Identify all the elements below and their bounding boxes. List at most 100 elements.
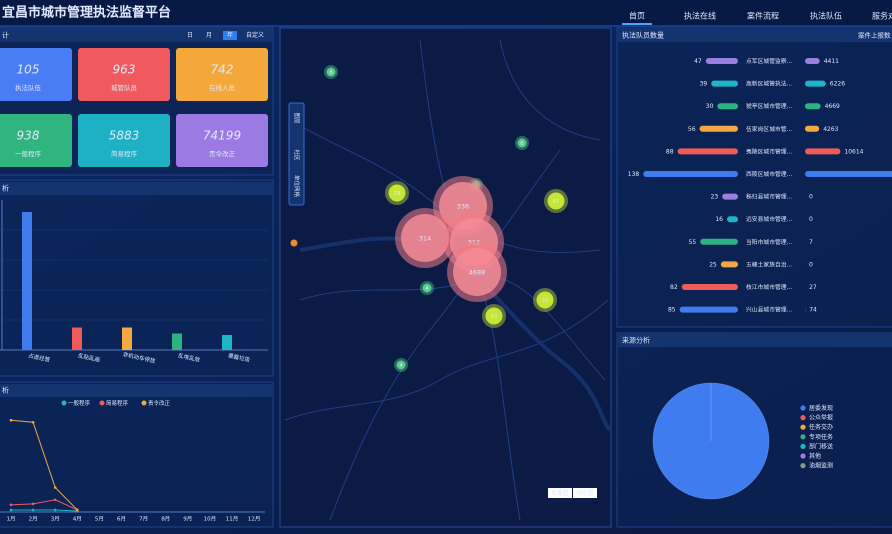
- road: [329, 149, 561, 521]
- stat-label: 简易程序: [111, 149, 138, 158]
- map-panel: [279, 27, 612, 528]
- bar-left: [705, 58, 738, 64]
- value-label: 30: [706, 103, 714, 110]
- bar-left: [677, 148, 738, 155]
- point: [9, 418, 13, 422]
- legend-label: 任务交办: [809, 423, 833, 431]
- stat-label: 责令改正: [209, 149, 236, 158]
- x-tick-label: 3月: [51, 516, 60, 523]
- category-label: 枝江市城市管理...: [746, 283, 792, 291]
- stat-label: 城管队员: [111, 83, 138, 92]
- stat-value: 938: [17, 129, 40, 143]
- x-tick-label: 2月: [29, 516, 38, 523]
- legend-label: 部门移送: [809, 442, 833, 450]
- cluster-label: 336: [457, 203, 469, 211]
- value-label: 16: [715, 216, 723, 223]
- nav-tab[interactable]: 执法在线: [684, 11, 716, 21]
- x-tick-label: 12月: [248, 516, 261, 523]
- x-tick-label: 5月: [95, 516, 104, 523]
- map-button[interactable]: [548, 488, 572, 498]
- map-toolbar-item[interactable]: 社区: [293, 149, 301, 161]
- cluster[interactable]: [517, 138, 527, 148]
- line-series: [10, 499, 78, 511]
- x-tick-label: 4月: [73, 516, 82, 523]
- value-label: 4669: [825, 103, 840, 110]
- bar-right: [805, 80, 826, 87]
- legend-label: 责令改正: [148, 399, 171, 407]
- map-button-label[interactable]: 地形图: [577, 489, 594, 497]
- category-label: 兴山县城市管理...: [746, 306, 792, 314]
- stat-value: 105: [17, 63, 40, 77]
- stat-card: [176, 48, 268, 101]
- nav-tab[interactable]: 案件流程: [747, 11, 779, 21]
- category-label: 点军区城管监察...: [746, 57, 792, 65]
- value-label: 27: [809, 284, 817, 291]
- map-button[interactable]: [573, 488, 597, 498]
- cluster[interactable]: [485, 307, 503, 325]
- value-label: 88: [666, 148, 674, 155]
- point: [31, 420, 35, 424]
- line-series: [11, 509, 78, 512]
- cluster[interactable]: [422, 283, 432, 293]
- point: [9, 508, 13, 512]
- cluster-label: 63: [491, 314, 498, 320]
- panel-title: 执法队员数量: [622, 31, 664, 40]
- legend-label: 专项任务: [809, 433, 833, 441]
- cluster[interactable]: [396, 360, 406, 370]
- filter-button[interactable]: 自定义: [246, 31, 264, 39]
- bar: [222, 335, 232, 350]
- bar-left: [700, 238, 738, 245]
- cluster-label: 97: [553, 199, 560, 205]
- panel-title: 析: [2, 184, 9, 193]
- cluster[interactable]: [453, 248, 501, 296]
- stat-label: 在线人员: [209, 83, 236, 92]
- category-label: 秭归县城市管理...: [746, 193, 792, 201]
- value-label: 4411: [824, 58, 839, 65]
- bar-left: [679, 306, 738, 313]
- cluster[interactable]: [547, 192, 565, 210]
- bar: [122, 327, 132, 350]
- cluster[interactable]: [326, 67, 336, 77]
- panel-title: 析: [2, 386, 9, 395]
- panel-header: [618, 334, 892, 347]
- line-series: [10, 419, 78, 511]
- value-label: 39: [700, 81, 708, 88]
- x-tick-label: 1月: [7, 516, 16, 523]
- cluster[interactable]: [536, 291, 554, 309]
- nav-tab[interactable]: 服务对象: [872, 11, 892, 21]
- panel: [616, 27, 892, 328]
- panel-title: 来源分析: [622, 336, 650, 345]
- filter-button[interactable]: 月: [206, 32, 212, 39]
- legend-marker: [800, 443, 806, 449]
- value-label: 56: [688, 126, 696, 133]
- cluster[interactable]: [388, 184, 406, 202]
- point: [31, 502, 35, 506]
- road: [499, 39, 601, 141]
- cluster[interactable]: [401, 214, 449, 262]
- nav-tab[interactable]: 执法队伍: [810, 11, 842, 21]
- legend-marker: [800, 424, 806, 430]
- stat-card: [78, 114, 170, 167]
- cluster-label: 4: [425, 286, 429, 292]
- filter-button[interactable]: 年: [227, 31, 233, 39]
- filter-button[interactable]: 日: [187, 32, 193, 39]
- value-label: 6226: [830, 81, 845, 88]
- bar-left: [717, 103, 738, 110]
- bar-right: [805, 171, 892, 177]
- value-label: 82: [670, 284, 678, 291]
- bar-left: [722, 193, 738, 200]
- map-toolbar-item[interactable]: 单位网格: [293, 175, 301, 198]
- x-tick-label: 11月: [226, 516, 239, 523]
- stat-label: 一般程序: [15, 149, 42, 158]
- category-label: 伍家岗区城市管...: [746, 125, 792, 133]
- value-label: 55: [689, 239, 697, 246]
- category-label: 高新区城管执法...: [746, 80, 792, 88]
- map-toolbar[interactable]: [288, 102, 305, 206]
- panel-title: 计: [2, 31, 9, 40]
- bar: [22, 212, 32, 350]
- stat-card: [78, 48, 170, 101]
- map-toolbar-item[interactable]: 图层: [293, 112, 301, 124]
- nav-tab[interactable]: 首页: [629, 11, 645, 21]
- stat-value: 742: [211, 63, 234, 77]
- map-button-label[interactable]: 影像图: [552, 489, 569, 497]
